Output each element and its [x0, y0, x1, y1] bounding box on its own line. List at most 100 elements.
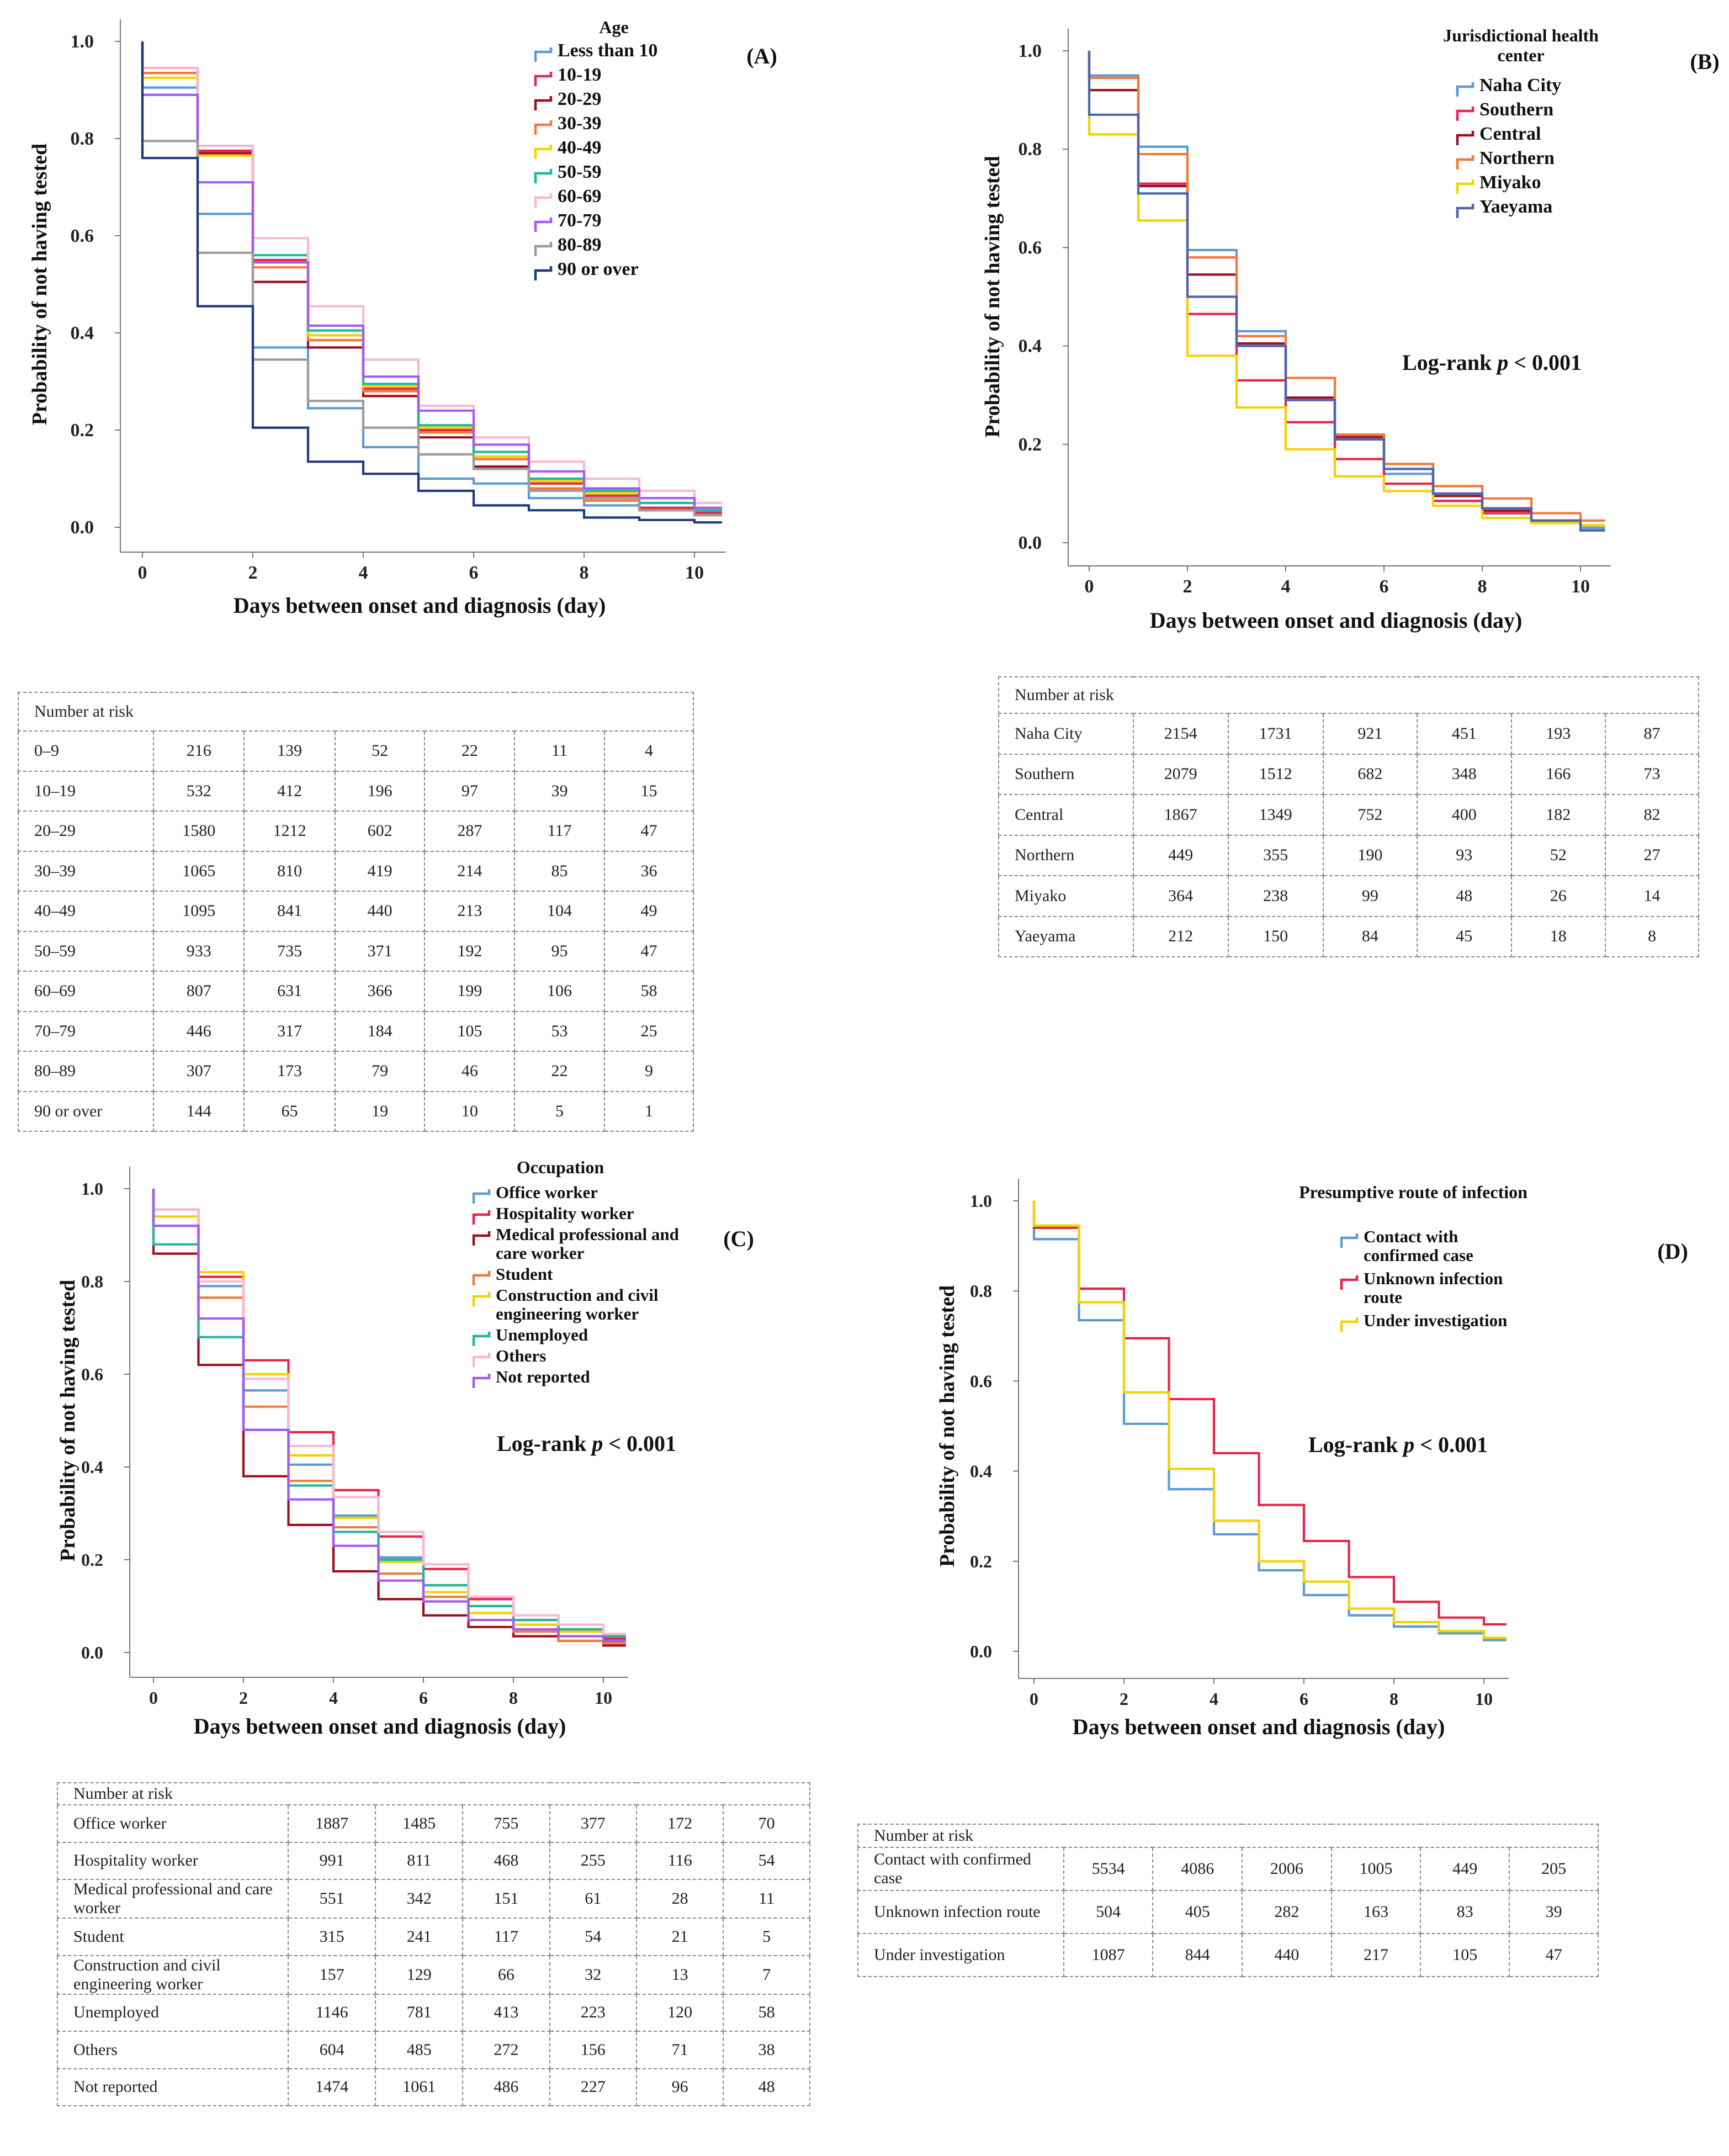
- x-tick-label: 10: [595, 1688, 612, 1708]
- risk-count: 486: [462, 2068, 550, 2106]
- risk-count: 807: [153, 971, 245, 1012]
- risk-count: 223: [549, 1993, 637, 2032]
- risk-count: 1580: [153, 811, 245, 852]
- risk-count: 15: [603, 770, 694, 812]
- y-axis-title: Probability of not having tested: [981, 156, 1004, 437]
- legend-item: Under investigation: [1340, 1311, 1507, 1332]
- risk-count: 39: [1509, 1890, 1599, 1934]
- y-tick-label: 0.0: [970, 1641, 992, 1661]
- series-line-yaeyama: [1088, 51, 1605, 532]
- y-tick-label: 0.6: [81, 1364, 103, 1384]
- legend-label: Medical professional and care worker: [496, 1225, 679, 1263]
- legend-swatch: [472, 1374, 491, 1388]
- y-tick-label: 0.2: [970, 1551, 992, 1571]
- legend-item: 90 or over: [534, 259, 639, 280]
- risk-table-age: Number at risk 0–9 216 139 52 22 11 4 10–19 532 41…: [17, 692, 694, 1132]
- risk-count: 449: [1132, 834, 1229, 876]
- legend-item: 80-89: [534, 235, 601, 256]
- legend-swatch: [1456, 107, 1475, 121]
- legend-swatch: [534, 193, 553, 208]
- risk-count: 217: [1330, 1933, 1422, 1977]
- legend-title: Jurisdictional health center: [1443, 25, 1599, 65]
- row-label: Yaeyama: [998, 915, 1134, 957]
- y-tick-label: 1.0: [1019, 41, 1042, 61]
- legend-swatch: [472, 1231, 491, 1246]
- legend-label: Office worker: [496, 1183, 598, 1202]
- table-row: Others 604 485 272 156 71 38: [56, 2031, 810, 2069]
- row-label: Construction and civil engineering worke…: [56, 1954, 289, 1995]
- row-label: Hospitality worker: [56, 1841, 289, 1880]
- km-chart-infection-route: 0 2 4 6 8 10 0.0 0.2 0.4 0.6 0.8 1.0 Days between on…: [936, 1179, 1688, 1739]
- risk-count: 315: [288, 1917, 376, 1956]
- risk-count: 216: [153, 730, 245, 772]
- risk-count: 810: [243, 850, 336, 892]
- legend-label: Contact with confirmed case: [1364, 1227, 1473, 1265]
- risk-count: 156: [549, 2031, 637, 2069]
- risk-count: 342: [375, 1879, 464, 1919]
- y-tick-label: 0.6: [71, 226, 94, 246]
- km-chart-occupation: 0 2 4 6 8 10 0.0 0.2 0.4 0.6 0.8 1.0 Days between on…: [56, 1157, 754, 1739]
- km-chart-health-center: 0 2 4 6 8 10 0.0 0.2 0.4 0.6 0.8 1.0 Days between on…: [981, 25, 1720, 633]
- risk-count: 99: [1322, 875, 1418, 917]
- risk-count: 272: [462, 2031, 550, 2069]
- risk-count: 82: [1604, 794, 1700, 836]
- risk-count: 307: [153, 1051, 245, 1092]
- series-line-70-79: [141, 41, 722, 509]
- risk-count: 255: [549, 1841, 637, 1880]
- row-label: Unemployed: [56, 1993, 289, 2032]
- risk-count: 18: [1510, 915, 1606, 957]
- risk-count: 48: [723, 2068, 810, 2106]
- panel-label: (C): [723, 1226, 754, 1251]
- y-axis-title: Probability of not having tested: [936, 1285, 959, 1567]
- risk-count: 190: [1322, 834, 1418, 876]
- x-tick-label: 4: [329, 1688, 338, 1708]
- row-label: Naha City: [998, 713, 1134, 755]
- table-row: 70–79 446 317 184 105 53 25: [17, 1010, 694, 1052]
- risk-count: 38: [723, 2031, 810, 2069]
- risk-count: 400: [1417, 794, 1512, 836]
- risk-count: 841: [243, 891, 336, 932]
- risk-count: 65: [243, 1090, 336, 1132]
- risk-count: 52: [1510, 834, 1606, 876]
- risk-count: 532: [153, 770, 245, 812]
- table-row: Central 1867 1349 752 400 182 82: [998, 794, 1700, 836]
- y-axis-title: Probability of not having tested: [56, 1280, 79, 1561]
- row-label: Unknown infection route: [857, 1890, 1064, 1934]
- legend-label: 20-29: [558, 89, 601, 109]
- legend-item: Miyako: [1456, 172, 1541, 194]
- risk-count: 173: [243, 1051, 336, 1092]
- risk-count: 1867: [1132, 794, 1229, 836]
- legend-swatch: [1456, 82, 1475, 97]
- legend-swatch: [472, 1332, 491, 1346]
- risk-count: 366: [334, 971, 426, 1012]
- legend-item: Southern: [1456, 99, 1553, 121]
- series-line-northern: [1088, 51, 1605, 522]
- km-chart-age: 0 2 4 6 8 10 0.0 0.2 0.4 0.6 0.8 1.0 Days between on…: [28, 17, 777, 618]
- risk-count: 844: [1152, 1933, 1243, 1977]
- legend-swatch: [1456, 155, 1475, 169]
- table-row: Not reported 1474 1061 486 227 96 48: [56, 2068, 810, 2106]
- risk-count: 163: [1330, 1890, 1422, 1934]
- legend-label: 10-19: [558, 65, 601, 85]
- risk-count: 405: [1152, 1890, 1243, 1934]
- y-tick-label: 0.6: [1019, 237, 1042, 258]
- table-row: Northern 449 355 190 93 52 27: [998, 834, 1700, 876]
- series-line-less-than-10: [141, 41, 722, 509]
- x-tick-label: 4: [1210, 1689, 1218, 1709]
- x-axis-title: Days between onset and diagnosis (day): [234, 593, 606, 618]
- legend-label: Miyako: [1479, 172, 1541, 193]
- log-rank-annotation: Log-rank p < 0.001: [1308, 1432, 1488, 1457]
- series-line-unknown-infection-route: [1032, 1201, 1507, 1626]
- risk-count: 2154: [1132, 713, 1229, 755]
- x-tick-label: 10: [1571, 576, 1590, 597]
- risk-count: 440: [334, 891, 426, 932]
- table-row: Miyako 364 238 99 48 26 14: [998, 875, 1700, 917]
- legend-item: 40-49: [534, 137, 601, 159]
- risk-count: 287: [424, 811, 516, 852]
- risk-count: 11: [723, 1879, 810, 1919]
- risk-count: 5: [723, 1917, 810, 1956]
- risk-count: 451: [1417, 713, 1512, 755]
- table-row: Under investigation 1087 844 440 217 105 47: [857, 1933, 1599, 1977]
- y-tick-label: 0.8: [81, 1272, 103, 1291]
- risk-count: 54: [723, 1841, 810, 1880]
